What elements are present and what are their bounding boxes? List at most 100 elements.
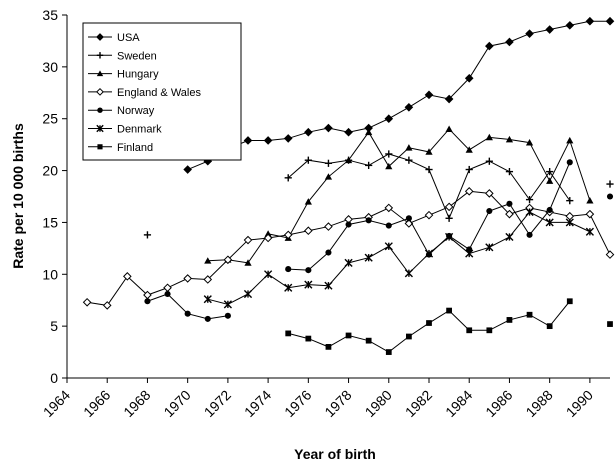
data-point (565, 218, 574, 227)
x-tick-label: 1976 (281, 387, 314, 420)
data-point (605, 250, 615, 259)
y-axis-title: Rate per 10 000 births (10, 123, 26, 269)
data-point (424, 249, 434, 258)
data-point (97, 144, 103, 150)
data-point (525, 29, 534, 38)
data-point (223, 300, 232, 309)
data-point (444, 94, 454, 104)
data-point (184, 310, 191, 317)
data-point (585, 227, 594, 236)
series-hungary (204, 125, 594, 266)
data-point (546, 177, 554, 184)
data-point (505, 209, 514, 219)
data-point (525, 138, 534, 146)
data-point (486, 327, 493, 334)
data-point (204, 257, 212, 264)
data-point (263, 233, 273, 243)
data-point (283, 134, 293, 143)
data-point (566, 197, 574, 205)
data-point (485, 243, 494, 252)
data-point (385, 349, 392, 355)
data-point (505, 232, 514, 242)
data-point (446, 307, 452, 314)
y-tick-label: 20 (42, 163, 58, 179)
data-point (324, 222, 333, 231)
data-point (425, 165, 433, 174)
data-point (285, 330, 292, 337)
data-point (445, 125, 453, 132)
data-point (445, 232, 454, 242)
y-tick-label: 35 (42, 7, 58, 23)
data-point (344, 156, 353, 164)
data-point (385, 162, 393, 170)
data-point (525, 196, 534, 204)
data-point (505, 135, 514, 143)
data-point (566, 159, 573, 166)
data-point (243, 136, 253, 145)
data-point (424, 90, 434, 100)
data-point (404, 269, 413, 278)
data-point (304, 280, 313, 289)
data-point (425, 148, 433, 155)
legend-item: Hungary (88, 69, 159, 81)
data-point (464, 187, 474, 196)
data-point (485, 133, 493, 141)
data-point (144, 298, 151, 305)
data-point (304, 226, 313, 236)
data-point (96, 70, 104, 77)
data-point (284, 283, 293, 292)
data-point (264, 270, 273, 279)
data-point (325, 344, 332, 350)
data-point (324, 173, 333, 180)
data-point (385, 150, 393, 158)
data-point (384, 242, 393, 251)
series-denmark (203, 207, 594, 309)
data-point (506, 200, 513, 207)
series-line (207, 211, 591, 305)
y-tick-label: 5 (50, 318, 58, 334)
data-point (424, 210, 434, 220)
x-tick-label: 1968 (120, 387, 153, 420)
data-point (344, 127, 353, 137)
data-point (466, 246, 473, 253)
data-point (96, 52, 104, 59)
data-point (285, 266, 292, 273)
data-point (365, 161, 373, 169)
series-finland (285, 298, 613, 355)
data-point (466, 327, 473, 334)
data-point (585, 209, 595, 219)
series-line (187, 20, 610, 170)
y-tick-label: 0 (50, 370, 58, 386)
data-point (546, 168, 554, 176)
data-point (404, 102, 414, 112)
data-point (224, 312, 231, 319)
data-point (304, 198, 312, 205)
x-tick-label: 1970 (160, 387, 193, 420)
data-point (325, 249, 332, 256)
legend-item: Finland (88, 142, 153, 154)
legend-item: Denmark (88, 124, 162, 136)
legend: USA Sweden Hungary England & Wales Norway Den… (82, 22, 242, 161)
data-point (485, 157, 493, 165)
data-point (82, 297, 92, 307)
data-point (505, 37, 514, 47)
data-point (283, 230, 293, 240)
data-point (305, 267, 312, 274)
data-point (585, 16, 595, 26)
data-point (143, 231, 152, 239)
data-point (486, 207, 493, 215)
data-point (405, 156, 413, 164)
data-point (445, 214, 453, 222)
x-tick-label: 1980 (362, 387, 395, 420)
series-england-wales (82, 187, 615, 310)
legend-label: Norway (117, 105, 155, 117)
data-point (405, 215, 412, 222)
data-point (364, 253, 373, 262)
data-point (97, 107, 103, 113)
data-point (465, 249, 474, 258)
data-point (526, 311, 533, 318)
data-point (526, 231, 533, 238)
legend-label: Denmark (117, 124, 162, 136)
data-point (183, 165, 192, 174)
